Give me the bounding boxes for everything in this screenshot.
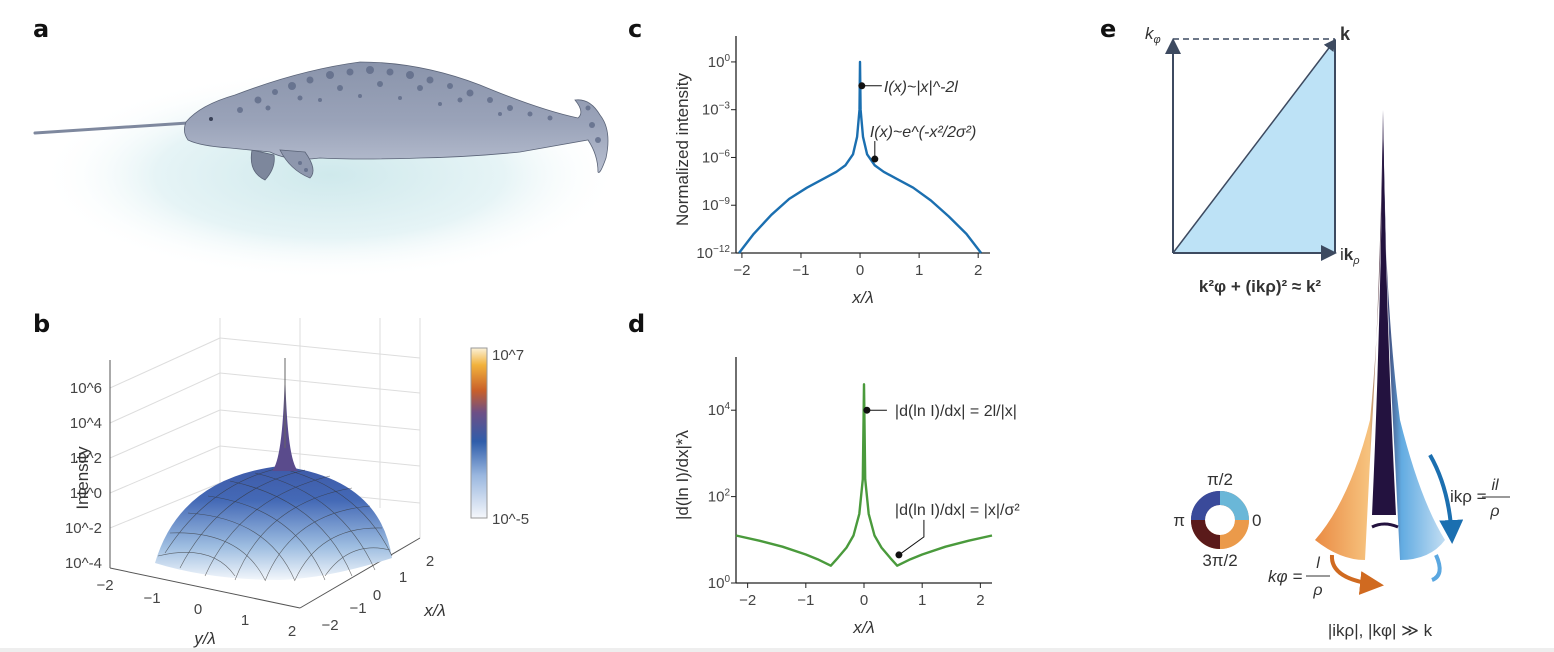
annotation-leader [898,519,925,556]
x-tick: 2 [426,553,434,570]
narwhal-illustration [33,61,620,280]
narwhal-flipper-left [250,149,275,181]
annotation-gaussian: I(x)~e^(-x²/2σ²) [870,124,976,141]
k-phi-curved-arrow [1329,554,1384,595]
panel-c-chart: −2 −1 0 1 2 100 10−3 10−6 10−9 10−12 x/λ Normalized… [673,36,990,307]
k-phi-eq-numerator: l [1316,555,1320,572]
colorbar [470,347,488,519]
phase-label-bottom: 3π/2 [1202,551,1237,570]
x-tick-label: −2 [739,592,756,609]
narwhal-tusk [33,121,190,135]
y-tick-label: 10−6 [702,148,731,166]
y-tick-label: 10−12 [696,244,730,262]
x-tick-label: −1 [792,262,809,279]
panel-d-chart: −2 −1 0 1 2 100 102 104 x/λ |d(ln I)/dx|*λ |d(ln I… [673,357,1020,637]
x-axis-line [299,537,421,609]
annotation-dot [863,406,871,414]
annotation-gaussian-derivative: |d(ln I)/dx| = |x|/σ² [895,502,1020,519]
annotation-dot [895,551,903,559]
x-tick: 0 [373,587,381,604]
ik-rho-eq-denominator: ρ [1489,503,1499,520]
x-tick-label: 0 [860,592,868,609]
panel-b-surface-plot: 10^6 10^4 10^2 10^0 10^-2 10^-4 Intensit… [65,318,529,648]
dome-mesh [157,467,393,582]
k-phi-equation: kφ = [1268,567,1302,586]
panel-label-e: e [1100,15,1117,43]
data-line-d [735,383,993,567]
x-tick-label: 2 [974,262,982,279]
phase-label-top: π/2 [1207,470,1233,489]
blue-curl [1431,554,1442,582]
panel-e-diagram: kφ k ikρ k²φ + (ikρ)² ≈ k² π/2 π 0 3π/2 … [1145,24,1510,640]
x-axis-label: x/λ [423,601,446,620]
z-tick-1e6: 10^6 [70,380,102,397]
ik-rho-label: ikρ [1340,245,1360,267]
x-axis-label: x/λ [852,618,875,637]
y-axis-label: Normalized intensity [673,72,692,226]
evanescent-cone [1315,110,1445,560]
panel-label-d: d [628,310,646,338]
annotation-power-law-derivative: |d(ln I)/dx| = 2l/|x| [895,403,1017,420]
phase-colorwheel [1191,491,1249,549]
colorbar-max-label: 10^7 [492,347,524,364]
bottom-rule [0,648,1554,652]
panel-label-b: b [33,310,51,338]
annotation-power-law: I(x)~|x|^-2l [884,79,958,96]
colorbar-min-label: 10^-5 [492,511,529,528]
panel-label-c: c [628,15,643,43]
y-axis-line [109,567,301,609]
z-tick-1e-4: 10^-4 [65,555,102,572]
x-tick-label: 1 [915,262,923,279]
y-tick: −2 [96,577,113,594]
x-tick-label: −1 [797,592,814,609]
evanescent-condition: |ikρ|, |kφ| ≫ k [1328,621,1433,640]
data-line-c [738,60,983,254]
y-tick-label: 100 [708,53,731,71]
y-axis-label: |d(ln I)/dx|*λ [673,429,692,520]
narwhal-eye [209,117,213,121]
z-tick-1e4: 10^4 [70,415,102,432]
k-phi-label: kφ [1145,24,1161,46]
x-tick-label: 2 [976,592,984,609]
y-tick-label: 102 [708,488,731,506]
y-tick-label: 10−9 [702,196,731,214]
ik-rho-eq-numerator: il [1491,477,1499,494]
y-tick: 0 [194,601,202,618]
y-tick-label: 104 [708,401,731,419]
y-tick: −1 [143,590,160,607]
x-tick-label: 1 [918,592,926,609]
ik-rho-curved-arrow [1428,454,1464,544]
z-tick-1e2: 10^2 [70,450,102,467]
z-tick-1e-2: 10^-2 [65,520,102,537]
phase-label-right: 0 [1252,511,1261,530]
k-arrow [1172,38,1336,254]
x-tick: −2 [321,617,338,634]
y-tick-label: 10−3 [702,101,731,119]
pythagorean-equation: k²φ + (ikρ)² ≈ k² [1199,277,1322,296]
y-tick: 1 [241,612,249,629]
k-label: k [1340,24,1351,44]
z-tick-1e0: 10^0 [70,485,102,502]
z-axis-label: Intensity [73,446,92,510]
x-tick: 1 [399,569,407,586]
ik-rho-equation: ikρ = [1450,487,1487,506]
k-phi-eq-denominator: ρ [1312,582,1322,599]
narwhal-spots [237,66,601,172]
x-axis-label: x/λ [851,288,874,307]
panel-label-a: a [33,15,50,43]
phase-label-left: π [1173,511,1185,530]
y-tick-label: 100 [708,574,731,592]
y-axis-label: y/λ [193,629,216,648]
x-tick: −1 [349,600,366,617]
y-tick: 2 [288,623,296,640]
x-tick-label: 0 [856,262,864,279]
x-tick-label: −2 [733,262,750,279]
